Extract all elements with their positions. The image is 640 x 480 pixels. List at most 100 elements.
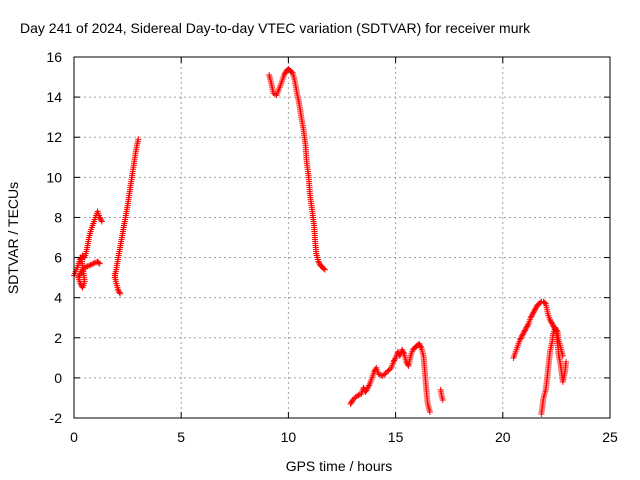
data-point <box>79 284 86 291</box>
y-tick-label: 4 <box>54 290 62 306</box>
data-point <box>381 371 388 378</box>
data-point <box>524 323 531 330</box>
data-point <box>553 326 560 333</box>
data-point <box>391 356 398 363</box>
data-point <box>86 262 93 269</box>
data-point <box>520 330 527 337</box>
data-point <box>378 372 385 379</box>
data-point <box>384 368 391 375</box>
data-point <box>391 357 398 364</box>
x-tick-label: 0 <box>70 429 78 445</box>
data-point <box>523 324 530 331</box>
x-tick-label: 10 <box>281 429 297 445</box>
data-point <box>400 349 407 356</box>
data-point <box>349 396 356 403</box>
data-point <box>553 327 560 334</box>
y-tick-label: 12 <box>46 129 62 145</box>
data-point <box>519 331 526 338</box>
data-point <box>541 299 548 306</box>
data-point <box>516 336 523 343</box>
data-point <box>385 367 392 374</box>
grid-lines <box>74 57 610 418</box>
x-tick-label: 15 <box>388 429 404 445</box>
data-point <box>521 327 528 334</box>
data-point <box>375 370 382 377</box>
data-point <box>83 263 90 270</box>
data-point <box>519 332 526 339</box>
data-point <box>315 258 322 265</box>
chart-title: Day 241 of 2024, Sidereal Day-to-day VTE… <box>20 20 531 36</box>
data-point <box>524 322 531 329</box>
data-point <box>528 313 535 320</box>
data-point <box>386 366 393 373</box>
data-point <box>399 348 406 355</box>
data-point <box>96 214 103 221</box>
data-points <box>71 66 570 417</box>
data-point <box>439 396 446 403</box>
y-tick-label: 10 <box>46 169 62 185</box>
data-point <box>399 346 406 353</box>
data-point <box>135 136 142 143</box>
data-point <box>518 334 525 341</box>
data-point <box>114 286 121 293</box>
data-point <box>84 263 91 270</box>
data-point <box>87 261 94 268</box>
x-tick-label: 20 <box>495 429 511 445</box>
y-tick-label: 16 <box>46 49 62 65</box>
data-point <box>521 328 528 335</box>
data-point <box>321 266 328 273</box>
data-point <box>78 283 85 290</box>
x-tick-labels: 0 5 10 15 20 25 <box>70 429 618 445</box>
series-0 <box>71 66 570 417</box>
data-point <box>527 314 534 321</box>
x-axis-label: GPS time / hours <box>286 458 393 474</box>
data-point <box>88 261 95 268</box>
data-point <box>531 308 538 315</box>
data-point <box>96 260 103 267</box>
data-point <box>548 319 555 326</box>
data-point <box>97 215 104 222</box>
data-point <box>78 281 85 288</box>
data-point <box>530 309 537 316</box>
data-point <box>281 72 288 79</box>
data-point <box>382 370 389 377</box>
data-point <box>552 324 559 331</box>
data-point <box>546 316 553 323</box>
y-tick-label: 6 <box>54 250 62 266</box>
data-point <box>531 306 538 313</box>
data-point <box>115 287 122 294</box>
data-point <box>416 342 423 349</box>
data-point <box>360 384 367 391</box>
data-point <box>98 217 105 224</box>
data-point <box>379 372 386 379</box>
data-point <box>529 310 536 317</box>
plot-frame <box>73 56 611 419</box>
data-point <box>288 69 295 76</box>
data-point <box>95 259 102 266</box>
data-point <box>390 358 397 365</box>
y-tick-labels: -2 0 2 4 6 8 10 12 14 16 <box>46 49 62 426</box>
x-tick-label: 5 <box>177 429 185 445</box>
data-point <box>320 265 327 272</box>
data-point <box>529 312 536 319</box>
data-point <box>549 322 556 329</box>
data-point <box>547 318 554 325</box>
data-point <box>116 289 123 296</box>
data-point <box>417 343 424 350</box>
data-point <box>90 260 97 267</box>
data-point <box>532 305 539 312</box>
y-tick-label: 14 <box>46 89 62 105</box>
data-point <box>281 70 288 77</box>
data-point <box>117 290 124 297</box>
y-axis-label: SDTVAR / TECUs <box>5 182 21 294</box>
axis-ticks <box>73 56 611 419</box>
data-point <box>355 392 362 399</box>
data-point <box>347 400 354 407</box>
data-point <box>517 335 524 342</box>
data-point <box>549 320 556 327</box>
y-tick-label: 8 <box>54 209 62 225</box>
x-tick-label: 25 <box>602 429 618 445</box>
data-point <box>351 395 358 402</box>
